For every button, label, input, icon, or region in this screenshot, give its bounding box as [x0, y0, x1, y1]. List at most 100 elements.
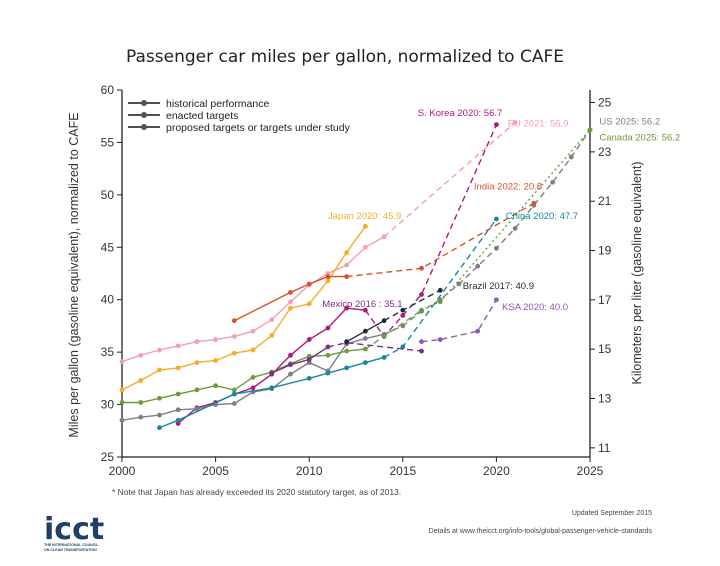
series-eu — [119, 120, 518, 364]
x-tick-label: 2015 — [389, 464, 416, 478]
eu-point — [231, 334, 237, 339]
japan-point — [306, 301, 312, 307]
japan-point — [157, 367, 162, 373]
brazil-point — [362, 328, 368, 334]
canada-point — [157, 395, 162, 401]
y-axis-right-label: Kilometers per liter (gasoline equivalen… — [630, 161, 644, 384]
details-note: Details at www.theicct.org/info-tools/gl… — [429, 528, 653, 535]
china-point — [494, 216, 499, 222]
china-point — [362, 360, 368, 366]
us-point — [231, 401, 237, 406]
japan-point — [175, 365, 181, 371]
japan-point — [269, 332, 275, 338]
japan-point — [213, 358, 219, 363]
legend-item-solid: historical performance — [128, 98, 269, 110]
series-mexico — [269, 340, 424, 376]
mexico-historical-line — [271, 346, 329, 374]
china-point — [306, 375, 312, 381]
legend-marker — [141, 112, 147, 118]
y-right-tick-label: 15 — [598, 342, 612, 356]
series-brazil — [344, 287, 443, 345]
us-point — [550, 179, 555, 185]
china-point — [400, 344, 406, 350]
brazil-point — [344, 339, 350, 345]
canada-point — [344, 348, 350, 354]
japan-label: Japan 2020: 45.9 — [328, 211, 401, 222]
legend-marker — [141, 124, 147, 130]
canada-point — [175, 391, 181, 397]
logo-text: icct — [44, 512, 104, 547]
us-enacted-line — [383, 129, 591, 335]
mexico-point — [269, 370, 275, 376]
y-right-tick-label: 17 — [598, 293, 612, 307]
y-right-tick-label: 19 — [598, 244, 612, 258]
legend-marker — [141, 100, 147, 106]
y-tick-label: 55 — [101, 135, 115, 149]
eu-point — [512, 120, 518, 125]
s-korea-point — [250, 385, 256, 391]
series-china — [157, 216, 499, 431]
japan-point — [288, 305, 293, 311]
india-point — [325, 274, 331, 280]
japan-point — [250, 347, 256, 353]
series-japan — [119, 223, 368, 393]
mexico-point — [288, 362, 293, 368]
canada-point — [119, 400, 125, 405]
japan-point — [194, 360, 200, 366]
china-point — [325, 370, 331, 376]
us-point — [494, 245, 499, 251]
y-right-tick-label: 23 — [598, 145, 612, 159]
mexico-point — [325, 344, 331, 350]
series-ksa — [419, 297, 499, 345]
ksa-point — [437, 337, 443, 342]
china-historical-line — [159, 356, 385, 429]
logo-tagline-2: ON CLEAN TRANSPORTATION — [44, 548, 97, 552]
us-point — [138, 414, 144, 420]
canada-point — [437, 299, 443, 305]
ksa-point — [419, 339, 424, 345]
s-korea-point — [494, 122, 499, 128]
icct-logo: icct THE INTERNATIONAL COUNCIL ON CLEAN … — [44, 512, 104, 552]
legend-item-dotted: proposed targets or targets under study — [128, 122, 351, 134]
ksa-enacted-line — [421, 299, 498, 343]
china-label: China 2020: 47.7 — [506, 211, 578, 222]
series-labels: S. Korea 2020: 56.7 EU 2021: 56.9 US 2025:… — [322, 108, 680, 313]
japan-point — [138, 378, 144, 383]
y-right-tick-label: 21 — [598, 194, 612, 208]
us-point — [288, 371, 293, 377]
eu-point — [119, 359, 125, 364]
canada-point — [138, 400, 144, 405]
series-us — [119, 127, 593, 423]
india-point — [531, 200, 537, 206]
india-point — [344, 274, 350, 280]
us-point — [362, 336, 368, 341]
eu-point — [194, 339, 200, 345]
legend-label: proposed targets or targets under study — [166, 122, 351, 134]
brazil-point — [400, 307, 406, 313]
eu-point — [288, 299, 293, 305]
y-tick-label: 40 — [101, 293, 115, 307]
logo-tagline-1: THE INTERNATIONAL COUNCIL — [44, 543, 99, 547]
us-point — [475, 263, 481, 269]
us-point — [512, 226, 518, 231]
china-point — [157, 425, 162, 431]
mexico-point — [419, 348, 424, 354]
canada-point — [587, 127, 593, 133]
india-point — [288, 289, 293, 295]
eu-point — [381, 234, 387, 240]
us-point — [194, 406, 200, 412]
y-tick-label: 60 — [101, 83, 115, 97]
canada-point — [194, 387, 200, 393]
japan-point — [362, 223, 368, 229]
mexico-label: Mexico 2016 : 35.1 — [322, 299, 402, 310]
axes: 2000 2005 2010 2015 2020 2025 25 30 35 40 45 50 55 60… — [101, 83, 612, 478]
us-point — [568, 154, 574, 160]
china-point — [175, 417, 181, 423]
india-point — [419, 265, 424, 271]
y-tick-label: 35 — [101, 345, 115, 359]
x-tick-label: 2010 — [296, 464, 323, 478]
india-point — [306, 281, 312, 287]
series-s-korea — [175, 122, 499, 426]
